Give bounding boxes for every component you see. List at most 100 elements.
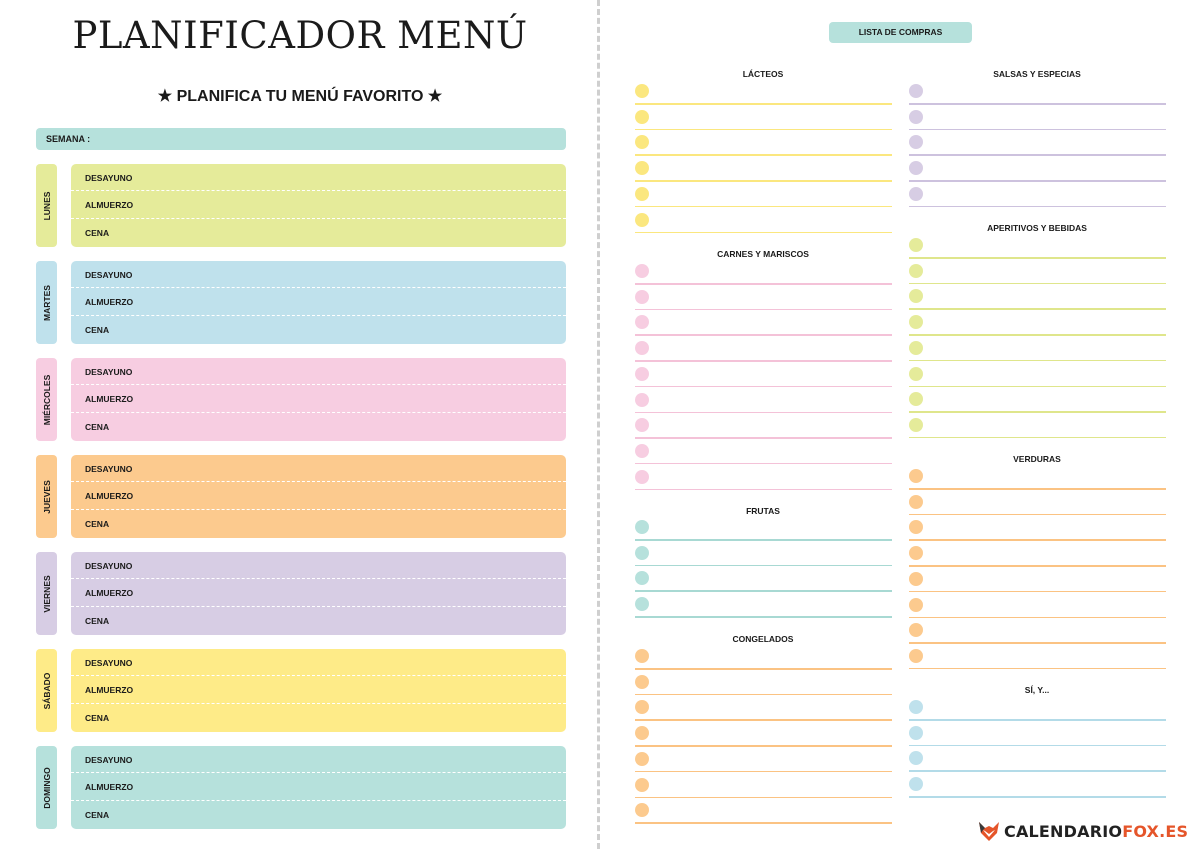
- shopping-item-row[interactable]: [909, 546, 1166, 567]
- checkbox-circle-icon[interactable]: [909, 417, 923, 432]
- checkbox-circle-icon[interactable]: [909, 161, 923, 176]
- checkbox-circle-icon[interactable]: [635, 751, 649, 766]
- checkbox-circle-icon[interactable]: [909, 725, 923, 740]
- checkbox-circle-icon[interactable]: [635, 443, 649, 458]
- shopping-item-row[interactable]: [909, 84, 1166, 105]
- checkbox-circle-icon[interactable]: [635, 418, 649, 433]
- shopping-item-row[interactable]: [635, 84, 892, 105]
- checkbox-circle-icon[interactable]: [635, 84, 649, 98]
- meal-field[interactable]: ALMUERZO: [85, 782, 134, 792]
- checkbox-circle-icon[interactable]: [635, 315, 649, 330]
- checkbox-circle-icon[interactable]: [635, 212, 649, 227]
- shopping-item-row[interactable]: [909, 494, 1166, 516]
- checkbox-circle-icon[interactable]: [909, 494, 923, 509]
- shopping-item-row[interactable]: [635, 803, 892, 824]
- checkbox-circle-icon[interactable]: [635, 161, 649, 176]
- checkbox-circle-icon[interactable]: [635, 674, 649, 689]
- shopping-item-row[interactable]: [909, 109, 1166, 131]
- shopping-item-row[interactable]: [635, 443, 892, 465]
- checkbox-circle-icon[interactable]: [635, 186, 649, 201]
- shopping-item-row[interactable]: [909, 263, 1166, 285]
- shopping-item-row[interactable]: [909, 777, 1166, 798]
- shopping-item-row[interactable]: [909, 469, 1166, 490]
- meal-field[interactable]: DESAYUNO: [85, 561, 133, 571]
- checkbox-circle-icon[interactable]: [635, 545, 649, 560]
- checkbox-circle-icon[interactable]: [635, 520, 649, 534]
- checkbox-circle-icon[interactable]: [635, 341, 649, 356]
- meal-field[interactable]: ALMUERZO: [85, 200, 134, 210]
- shopping-item-row[interactable]: [635, 161, 892, 182]
- shopping-item-row[interactable]: [909, 340, 1166, 362]
- shopping-item-row[interactable]: [909, 725, 1166, 747]
- shopping-item-row[interactable]: [909, 135, 1166, 156]
- checkbox-circle-icon[interactable]: [909, 263, 923, 278]
- checkbox-circle-icon[interactable]: [909, 469, 923, 483]
- checkbox-circle-icon[interactable]: [909, 366, 923, 381]
- shopping-item-row[interactable]: [909, 623, 1166, 644]
- checkbox-circle-icon[interactable]: [909, 392, 923, 407]
- shopping-item-row[interactable]: [635, 520, 892, 541]
- checkbox-circle-icon[interactable]: [635, 109, 649, 124]
- meal-field[interactable]: DESAYUNO: [85, 270, 133, 280]
- week-field[interactable]: SEMANA :: [36, 128, 566, 150]
- meal-field[interactable]: DESAYUNO: [85, 464, 133, 474]
- shopping-item-row[interactable]: [635, 700, 892, 721]
- shopping-item-row[interactable]: [635, 315, 892, 336]
- checkbox-circle-icon[interactable]: [909, 597, 923, 612]
- checkbox-circle-icon[interactable]: [635, 571, 649, 586]
- meal-field[interactable]: CENA: [85, 422, 110, 432]
- checkbox-circle-icon[interactable]: [635, 649, 649, 663]
- meal-field[interactable]: DESAYUNO: [85, 367, 133, 377]
- meal-field[interactable]: CENA: [85, 228, 110, 238]
- checkbox-circle-icon[interactable]: [635, 135, 649, 150]
- shopping-item-row[interactable]: [635, 186, 892, 208]
- shopping-item-row[interactable]: [909, 366, 1166, 387]
- checkbox-circle-icon[interactable]: [909, 135, 923, 150]
- meal-field[interactable]: ALMUERZO: [85, 588, 134, 598]
- shopping-item-row[interactable]: [635, 109, 892, 131]
- shopping-item-row[interactable]: [909, 417, 1166, 439]
- shopping-item-row[interactable]: [909, 289, 1166, 310]
- checkbox-circle-icon[interactable]: [909, 84, 923, 98]
- checkbox-circle-icon[interactable]: [909, 238, 923, 252]
- checkbox-circle-icon[interactable]: [635, 366, 649, 381]
- shopping-item-row[interactable]: [635, 289, 892, 311]
- meal-field[interactable]: CENA: [85, 810, 110, 820]
- meal-field[interactable]: CENA: [85, 325, 110, 335]
- shopping-item-row[interactable]: [635, 366, 892, 388]
- shopping-item-row[interactable]: [635, 264, 892, 285]
- checkbox-circle-icon[interactable]: [909, 623, 923, 638]
- shopping-item-row[interactable]: [909, 392, 1166, 413]
- meal-field[interactable]: ALMUERZO: [85, 297, 134, 307]
- checkbox-circle-icon[interactable]: [909, 315, 923, 330]
- shopping-item-row[interactable]: [635, 212, 892, 233]
- shopping-item-row[interactable]: [635, 649, 892, 670]
- shopping-item-row[interactable]: [635, 571, 892, 592]
- checkbox-circle-icon[interactable]: [635, 803, 649, 818]
- checkbox-circle-icon[interactable]: [909, 340, 923, 355]
- shopping-item-row[interactable]: [635, 726, 892, 747]
- shopping-item-row[interactable]: [635, 751, 892, 773]
- checkbox-circle-icon[interactable]: [909, 700, 923, 714]
- checkbox-circle-icon[interactable]: [909, 520, 923, 535]
- checkbox-circle-icon[interactable]: [635, 777, 649, 792]
- checkbox-circle-icon[interactable]: [635, 700, 649, 715]
- shopping-item-row[interactable]: [909, 700, 1166, 721]
- checkbox-circle-icon[interactable]: [635, 392, 649, 407]
- checkbox-circle-icon[interactable]: [909, 289, 923, 304]
- checkbox-circle-icon[interactable]: [909, 186, 923, 201]
- shopping-item-row[interactable]: [635, 418, 892, 439]
- checkbox-circle-icon[interactable]: [909, 571, 923, 586]
- shopping-item-row[interactable]: [909, 520, 1166, 541]
- checkbox-circle-icon[interactable]: [635, 264, 649, 278]
- shopping-item-row[interactable]: [909, 315, 1166, 336]
- shopping-item-row[interactable]: [635, 341, 892, 362]
- shopping-item-row[interactable]: [635, 135, 892, 156]
- shopping-item-row[interactable]: [635, 777, 892, 798]
- checkbox-circle-icon[interactable]: [909, 751, 923, 766]
- checkbox-circle-icon[interactable]: [909, 648, 923, 663]
- shopping-item-row[interactable]: [635, 392, 892, 413]
- meal-field[interactable]: CENA: [85, 519, 110, 529]
- meal-field[interactable]: ALMUERZO: [85, 491, 134, 501]
- shopping-item-row[interactable]: [635, 545, 892, 567]
